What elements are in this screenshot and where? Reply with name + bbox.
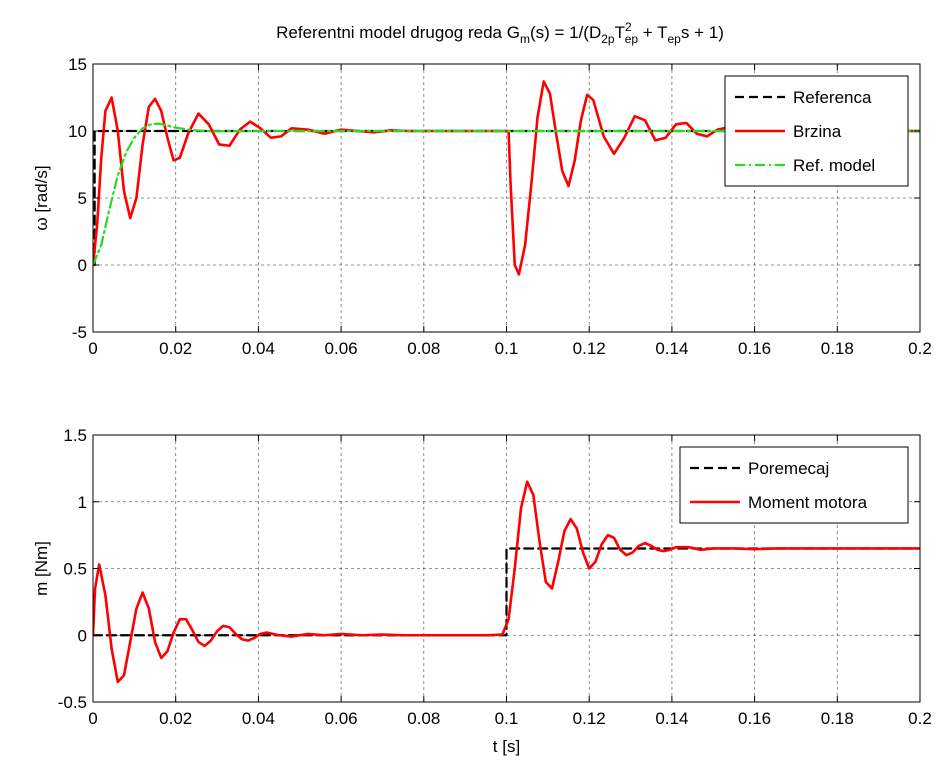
x-tick-label: 0.1 xyxy=(495,339,519,358)
x-tick-label: 0.02 xyxy=(159,339,192,358)
y-tick-label: -5 xyxy=(72,323,87,342)
x-tick-label: 0.08 xyxy=(407,339,440,358)
legend: Poremecaj Moment motora xyxy=(679,446,909,524)
x-tick-label: 0.12 xyxy=(573,709,606,728)
x-tick-label: 0.18 xyxy=(821,709,854,728)
figure-title: Referentni model drugog reda Gm(s) = 1/(… xyxy=(276,20,724,46)
y-tick-label: 0 xyxy=(78,626,87,645)
title-sub-ep2: ep xyxy=(668,32,682,46)
legend-label: Referenca xyxy=(793,88,872,107)
y-axis-label: ω [rad/s] xyxy=(32,165,51,230)
x-tick-label: 0.02 xyxy=(159,709,192,728)
x-tick-label: 0.12 xyxy=(573,339,606,358)
legend: Referenca Brzina Ref. model xyxy=(724,75,909,187)
x-tick-label: 0 xyxy=(88,709,97,728)
x-axis-label: t [s] xyxy=(493,737,520,756)
x-tick-label: 0.04 xyxy=(242,709,275,728)
x-tick-label: 0.14 xyxy=(655,709,688,728)
y-tick-label: 0 xyxy=(78,256,87,275)
x-tick-label: 0.18 xyxy=(821,339,854,358)
legend-box xyxy=(679,446,909,524)
x-tick-label: 0.06 xyxy=(325,709,358,728)
y-tick-label: 5 xyxy=(78,189,87,208)
legend-label: Poremecaj xyxy=(748,459,829,478)
title-sub-2p: 2p xyxy=(601,32,615,46)
x-tick-label: 0.2 xyxy=(908,339,932,358)
y-tick-label: 0.5 xyxy=(63,560,87,579)
x-tick-label: 0.14 xyxy=(655,339,688,358)
legend-label: Brzina xyxy=(793,122,842,141)
y-tick-label: 15 xyxy=(68,55,87,74)
title-sub-ep1: ep xyxy=(625,32,639,46)
x-tick-label: 0.16 xyxy=(738,339,771,358)
bottom-axes-torque: 0 0.02 0.04 0.06 0.08 0.1 0.12 0.14 0.16 0.18 0.2 -… xyxy=(32,426,932,756)
series-line-moment-motora xyxy=(93,480,920,684)
title-sup-2: 2 xyxy=(625,20,632,34)
y-tick-label: -0.5 xyxy=(58,693,87,712)
legend-label: Ref. model xyxy=(793,156,875,175)
x-tick-label: 0.06 xyxy=(325,339,358,358)
x-tick-label: 0.1 xyxy=(495,709,519,728)
y-tick-label: 10 xyxy=(68,122,87,141)
y-axis-label: m [Nm] xyxy=(32,541,51,596)
x-tick-label: 0 xyxy=(88,339,97,358)
series-group xyxy=(93,480,920,684)
y-tick-label: 1 xyxy=(78,493,87,512)
x-tick-label: 0.08 xyxy=(407,709,440,728)
y-tick-label: 1.5 xyxy=(63,426,87,445)
title-sub-m: m xyxy=(520,32,530,46)
legend-label: Moment motora xyxy=(748,493,868,512)
x-tick-label: 0.16 xyxy=(738,709,771,728)
x-tick-label: 0.2 xyxy=(908,709,932,728)
series-line-ref-model xyxy=(93,122,920,267)
top-axes-speed: 0 0.02 0.04 0.06 0.08 0.1 0.12 0.14 0.16 0.18 0.2 -… xyxy=(32,55,932,358)
x-tick-label: 0.04 xyxy=(242,339,275,358)
